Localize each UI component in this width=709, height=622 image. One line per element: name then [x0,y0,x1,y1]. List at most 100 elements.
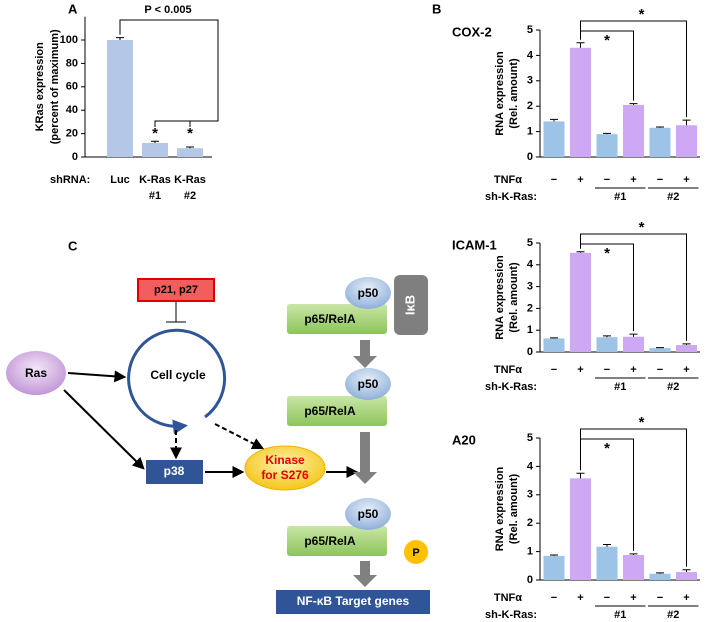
bar [107,40,133,157]
y-tick-label: 0 [527,574,533,586]
p65-label: p65/RelA [304,312,356,326]
y-axis-label: (Rel. amount) [508,474,520,545]
error-bar [550,337,558,339]
y-axis-label: RNA expression [494,51,506,136]
y-tick-label: 1 [527,546,533,558]
bar [676,125,697,157]
y-tick-label: 3 [527,75,533,87]
x-tick-label: K-Ras [174,174,206,186]
x-tick-label: Luc [110,174,130,186]
bar [570,478,591,580]
panel-label: B [432,1,441,16]
bracket [580,20,687,118]
p65-box [287,526,387,556]
y-tick-label: 4 [527,49,534,61]
y-tick-label: 0 [527,151,533,163]
bar [596,134,618,157]
x-tick-label: + [630,364,636,376]
x-tick-label: − [604,592,610,604]
error-bar [550,554,558,556]
group-label: sh-K-Ras: [485,381,537,393]
x-axis-label: TNFα [494,592,522,604]
significance-star: * [604,440,610,457]
flow-arrow [353,432,377,484]
p50-label: p50 [358,507,379,521]
group-label: sh-K-Ras: [485,191,537,203]
bar [596,337,618,352]
bar [623,555,644,580]
x-tick-label: − [551,364,557,376]
error-bar [682,569,691,573]
y-tick-label: 100 [60,34,78,46]
error-bar [682,343,691,346]
error-bar [603,335,611,338]
x-tick-label: + [630,174,636,186]
x-tick-label: + [683,592,689,604]
x-axis-label: TNFα [494,174,522,186]
significance-star: * [639,414,645,431]
y-tick-label: 0 [527,346,533,358]
x-tick-label: − [551,592,557,604]
x-tick-label: − [657,364,663,376]
x-axis-label: TNFα [494,364,522,376]
ikb-box [394,275,428,335]
y-axis-label: RNA expression [494,466,506,551]
target-box [276,590,430,614]
y-tick-label: 2 [527,302,533,314]
significance-star: * [604,32,610,49]
flow-arrow [353,340,377,368]
target-label: NF-κB Target genes [297,594,410,608]
phospho-node [404,540,428,564]
p50-node [345,498,391,530]
x-tick-label: − [657,174,663,186]
x-tick-label: K-Ras [139,174,171,186]
x-tick-label: − [551,174,557,186]
y-tick-label: 4 [527,259,534,271]
error-bar [656,126,664,128]
error-bar [603,544,611,547]
error-bar [629,333,638,337]
x-tick-label: − [604,364,610,376]
significance-star: * [639,219,645,236]
p50-node [345,277,391,309]
bar [676,345,697,352]
y-tick-label: 1 [527,324,533,336]
panel-label: A [68,1,78,16]
y-tick-label: 0 [72,151,78,163]
arrow [67,370,127,383]
y-tick-label: 5 [527,237,533,249]
bar [649,348,671,352]
significance-star: * [187,125,193,142]
panel-label: C [68,238,78,253]
y-tick-label: 3 [527,281,533,293]
flow-arrow [353,561,377,587]
x-tick-label: + [577,364,583,376]
cell-cycle-loop [127,328,227,435]
x-tick-label: #2 [184,190,196,202]
bar [676,572,697,580]
significance-star: * [604,245,610,262]
bar [596,546,618,580]
y-tick-label: 40 [66,104,78,116]
bar [570,47,591,157]
kinase-node [244,445,326,491]
significance-label: P < 0.005 [144,4,191,16]
ras-label: Ras [25,366,47,380]
arrow [214,423,265,450]
inhibitor-label: p21, p27 [154,284,198,296]
y-tick-label: 20 [66,128,78,140]
y-tick-label: 5 [527,432,533,444]
error-bar [682,119,691,126]
bracket [580,233,687,341]
significance-star: * [639,6,645,23]
chart-title: COX-2 [452,24,492,39]
y-axis-label: (percent of maximum) [49,29,61,144]
bar [543,555,565,580]
group-label: sh-K-Ras: [485,609,537,621]
p50-label: p50 [358,377,379,391]
x-tick-label: #1 [149,190,161,202]
bar [623,336,644,352]
bar [543,338,565,352]
p38-box [146,460,203,484]
x-tick-label: + [577,174,583,186]
